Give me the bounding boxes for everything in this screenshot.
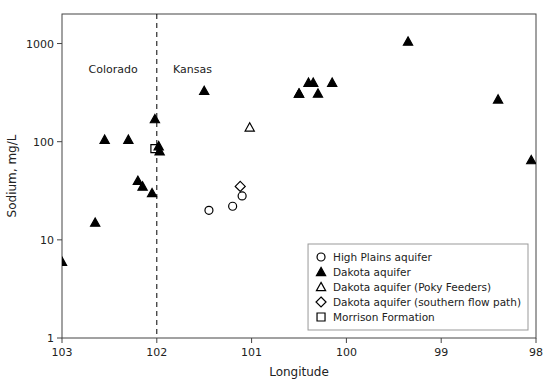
series [245, 123, 254, 131]
legend-label: Dakota aquifer [333, 266, 411, 278]
legend-box [308, 244, 528, 330]
legend-label: Dakota aquifer (Poky Feeders) [333, 281, 491, 293]
point [527, 155, 536, 163]
x-tick-label: 103 [52, 346, 73, 359]
point [91, 218, 100, 226]
plot-area [62, 14, 536, 338]
point [200, 86, 209, 94]
point [229, 202, 237, 210]
point [245, 123, 254, 131]
x-tick-label: 99 [434, 346, 448, 359]
point [294, 89, 303, 97]
point [294, 89, 303, 97]
point [205, 206, 213, 214]
plot-frame [62, 14, 536, 338]
state-border-line [156, 14, 157, 338]
x-tick [441, 338, 442, 343]
point [155, 147, 164, 155]
point [493, 95, 502, 103]
point [313, 89, 322, 97]
point [235, 181, 245, 191]
y-tick-label: 100 [33, 136, 54, 149]
y-tick [57, 43, 62, 44]
x-tick-label: 101 [241, 346, 262, 359]
legend: High Plains aquifer Dakota aquifer Dakota … [308, 244, 528, 330]
legend-marker [317, 313, 325, 321]
x-tick-label: 102 [146, 346, 167, 359]
legend-marker [316, 282, 325, 290]
point [238, 192, 246, 200]
legend-marker [317, 253, 325, 261]
point [100, 135, 109, 143]
y-tick [57, 338, 62, 339]
series [62, 37, 536, 265]
point [147, 188, 156, 196]
point [133, 176, 142, 184]
x-tick-label: 100 [336, 346, 357, 359]
x-tick [536, 338, 537, 343]
x-tick [156, 338, 157, 343]
point [328, 78, 337, 86]
legend-marker [316, 267, 325, 275]
legend-marker [316, 297, 326, 307]
legend-label: Morrison Formation [333, 311, 435, 323]
x-tick [251, 338, 252, 343]
y-tick-label: 1000 [26, 38, 54, 51]
point [150, 114, 159, 122]
annotation: Colorado [89, 63, 138, 76]
x-tick-label: 98 [529, 346, 543, 359]
point [151, 145, 159, 153]
x-axis-label: Longitude [269, 365, 329, 379]
legend-label: High Plains aquifer [333, 251, 432, 263]
point [403, 37, 412, 45]
chart: 103 102 101 100 99 98 1 10 100 1000 Longitude Sodiu… [0, 0, 550, 384]
y-tick [57, 239, 62, 240]
point [62, 257, 67, 265]
series [205, 192, 246, 214]
point [304, 78, 313, 86]
series [235, 181, 245, 191]
y-tick-label: 10 [40, 234, 54, 247]
point [124, 135, 133, 143]
y-tick [57, 141, 62, 142]
x-tick [62, 338, 63, 343]
y-tick-label: 1 [47, 332, 54, 345]
annotation: Kansas [173, 63, 212, 76]
y-axis-label: Sodium, mg/L [5, 134, 19, 217]
legend-label: Dakota aquifer (southern flow path) [333, 296, 521, 308]
point [138, 182, 147, 190]
x-tick [346, 338, 347, 343]
background [0, 0, 550, 384]
series [151, 145, 159, 153]
